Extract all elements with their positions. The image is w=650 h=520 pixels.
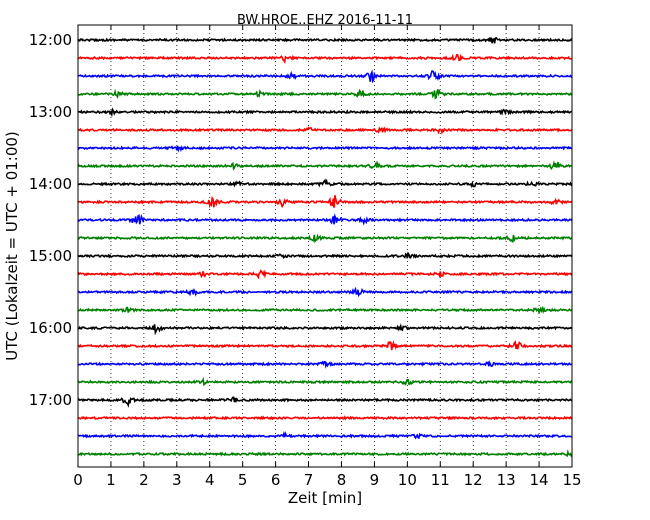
chart-title: BW.HROE..EHZ 2016-11-11: [237, 13, 413, 28]
trace-1500: [77, 251, 573, 260]
trace-1745: [77, 449, 573, 458]
trace-group: [77, 36, 573, 458]
trace-1700: [77, 396, 573, 408]
trace-1315: [77, 126, 573, 135]
y-axis-label: UTC (Lokalzeit = UTC + 01:00): [3, 131, 21, 361]
trace-1330: [77, 145, 573, 153]
x-tick-label-9: 9: [370, 471, 380, 489]
x-tick-label-2: 2: [139, 471, 149, 489]
vertical-grid: [110, 25, 540, 467]
trace-1230: [77, 69, 573, 84]
trace-1430: [77, 213, 573, 226]
x-tick-label-8: 8: [337, 471, 347, 489]
trace-1515: [77, 269, 573, 280]
trace-1630: [77, 360, 573, 369]
x-tick-label-12: 12: [464, 471, 483, 489]
trace-1645: [77, 376, 573, 387]
x-tick-label-10: 10: [398, 471, 417, 489]
x-tick-label-3: 3: [172, 471, 182, 489]
x-tick-label-11: 11: [431, 471, 450, 489]
trace-1300: [77, 107, 573, 118]
trace-1345: [77, 160, 573, 171]
x-axis-label: Zeit [min]: [288, 489, 362, 507]
y-tick-label-4: 16:00: [29, 319, 72, 337]
x-tick-label-0: 0: [73, 471, 83, 489]
trace-1200: [77, 36, 573, 44]
x-tick-label-7: 7: [304, 471, 314, 489]
trace-1615: [77, 340, 573, 351]
trace-1245: [77, 88, 573, 100]
trace-1530: [77, 286, 573, 298]
y-tick-label-2: 14:00: [29, 175, 72, 193]
trace-1445: [77, 233, 573, 244]
y-tick-label-5: 17:00: [29, 391, 72, 409]
x-tick-label-1: 1: [106, 471, 116, 489]
trace-1215: [77, 53, 573, 64]
x-tick-label-6: 6: [271, 471, 281, 489]
y-tick-label-1: 13:00: [29, 103, 72, 121]
trace-1600: [77, 323, 573, 336]
x-tick-label-15: 15: [562, 471, 581, 489]
x-tick-label-13: 13: [497, 471, 516, 489]
x-axis-ticks: 0 1 2 3 4 5 6 7 8 9 10 11 12 13 14 15: [73, 25, 582, 489]
y-tick-label-0: 12:00: [29, 31, 72, 49]
x-tick-label-4: 4: [205, 471, 215, 489]
trace-1400: [77, 178, 573, 189]
trace-1715: [77, 415, 573, 421]
x-tick-label-5: 5: [238, 471, 248, 489]
trace-1415: [77, 195, 573, 209]
trace-1545: [77, 305, 573, 315]
plot-frame: [77, 24, 573, 468]
y-axis-ticks: 12:00 13:00 14:00 15:00 16:00 17:00: [29, 31, 572, 409]
trace-1730: [77, 431, 573, 440]
x-tick-label-14: 14: [530, 471, 549, 489]
y-tick-label-3: 15:00: [29, 247, 72, 265]
